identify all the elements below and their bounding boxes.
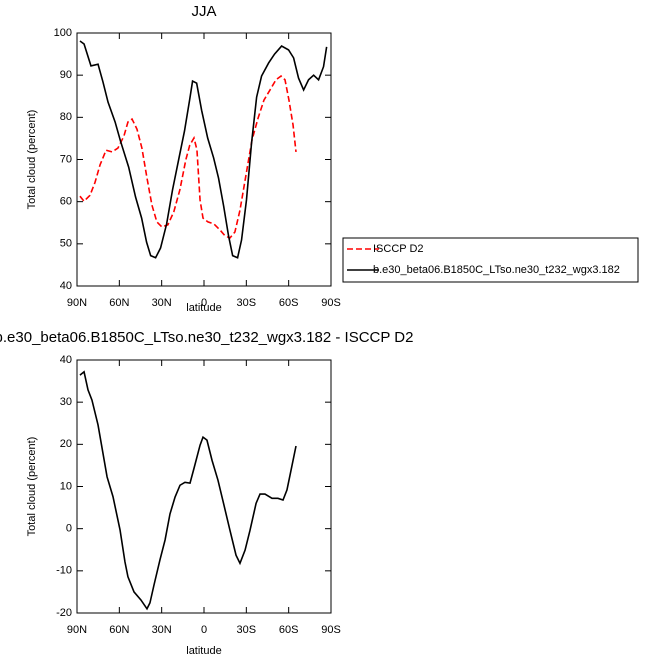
x-tick-label: 30N: [152, 297, 172, 309]
x-tick-label: 0: [201, 624, 207, 636]
x-tick-label: 60N: [109, 297, 129, 309]
legend-label: ISCCP D2: [373, 243, 424, 255]
y-tick-label: 40: [60, 354, 72, 366]
y-tick-label: 20: [60, 438, 72, 450]
x-axis-label: latitude: [186, 302, 221, 314]
y-tick-label: 10: [60, 480, 72, 492]
data-line: [79, 40, 328, 259]
plot-frame: [76, 32, 332, 287]
x-tick-label: 90S: [321, 297, 341, 309]
y-tick-label: 50: [60, 238, 72, 250]
x-tick-label: 60N: [109, 624, 129, 636]
x-axis-label: latitude: [186, 645, 221, 657]
data-line: [79, 74, 297, 239]
plot-frame: [76, 359, 332, 614]
chart-title: b.e30_beta06.B1850C_LTso.ne30_t232_wgx3.…: [0, 329, 413, 346]
x-tick-label: 30N: [152, 624, 172, 636]
y-tick-label: 60: [60, 196, 72, 208]
y-tick-label: -20: [56, 607, 72, 619]
y-tick-label: 90: [60, 69, 72, 81]
data-line: [79, 370, 297, 611]
x-tick-label: 60S: [279, 624, 299, 636]
y-axis-label: Total cloud (percent): [26, 110, 38, 210]
x-tick-label: 60S: [279, 297, 299, 309]
legend-box: [342, 237, 639, 283]
chart-title: JJA: [191, 3, 216, 20]
legend-label: b.e30_beta06.B1850C_LTso.ne30_t232_wgx3.…: [373, 264, 620, 276]
x-tick-label: 90N: [67, 624, 87, 636]
y-tick-label: -10: [56, 565, 72, 577]
x-tick-label: 30S: [237, 297, 257, 309]
y-tick-label: 30: [60, 396, 72, 408]
y-tick-label: 0: [66, 523, 72, 535]
y-tick-label: 70: [60, 153, 72, 165]
x-tick-label: 0: [201, 297, 207, 309]
x-tick-label: 90S: [321, 624, 341, 636]
y-tick-label: 100: [54, 27, 72, 39]
y-axis-label: Total cloud (percent): [26, 437, 38, 537]
x-tick-label: 90N: [67, 297, 87, 309]
y-tick-label: 80: [60, 111, 72, 123]
x-tick-label: 30S: [237, 624, 257, 636]
y-tick-label: 40: [60, 280, 72, 292]
